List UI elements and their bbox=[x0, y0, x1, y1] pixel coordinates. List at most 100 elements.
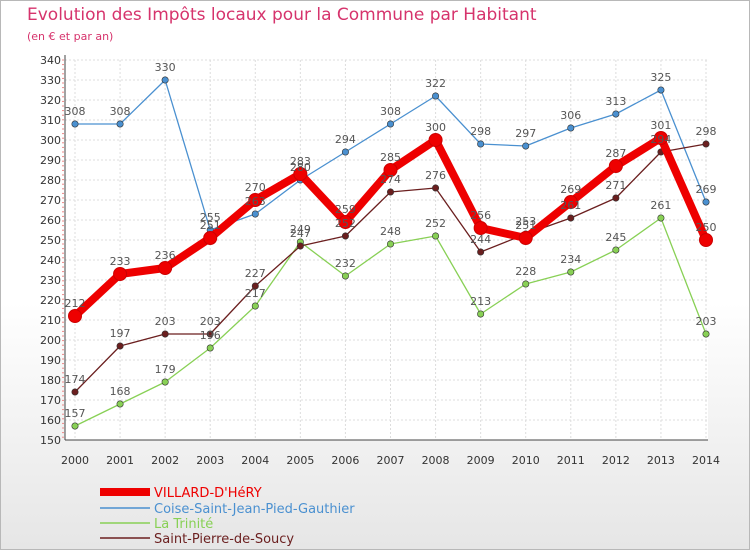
data-label: 236 bbox=[155, 249, 176, 262]
data-label: 259 bbox=[335, 203, 356, 216]
y-tick-label: 270 bbox=[40, 194, 61, 207]
data-point bbox=[518, 231, 533, 245]
data-point bbox=[612, 246, 620, 254]
data-label: 256 bbox=[470, 209, 491, 222]
y-tick-label: 150 bbox=[40, 434, 61, 447]
data-label: 248 bbox=[380, 225, 401, 238]
data-label: 197 bbox=[110, 327, 131, 340]
chart-subtitle: (en € et par an) bbox=[27, 30, 114, 43]
data-point bbox=[386, 120, 394, 128]
data-point bbox=[68, 309, 82, 323]
y-tick-label: 330 bbox=[40, 74, 61, 87]
data-label: 247 bbox=[290, 227, 311, 240]
data-point bbox=[116, 342, 124, 350]
data-point bbox=[567, 214, 575, 222]
data-point bbox=[251, 210, 259, 218]
data-label: 196 bbox=[200, 329, 221, 342]
y-tick-label: 180 bbox=[40, 374, 61, 387]
data-point bbox=[251, 302, 259, 310]
data-label: 157 bbox=[65, 407, 86, 420]
data-label: 179 bbox=[155, 363, 176, 376]
data-label: 298 bbox=[470, 125, 491, 138]
data-point bbox=[71, 388, 79, 396]
data-point bbox=[383, 163, 398, 177]
x-tick-label: 2010 bbox=[512, 454, 540, 467]
data-point bbox=[293, 167, 308, 181]
data-point bbox=[612, 110, 620, 118]
y-tick-label: 320 bbox=[40, 94, 61, 107]
data-label: 325 bbox=[650, 71, 671, 84]
data-point bbox=[432, 92, 440, 100]
data-label: 298 bbox=[696, 125, 717, 138]
data-point bbox=[563, 195, 578, 209]
data-label: 203 bbox=[200, 315, 221, 328]
data-label: 294 bbox=[650, 133, 671, 146]
data-label: 251 bbox=[515, 219, 536, 232]
axes: 1501601701801902002102202302402502602702… bbox=[40, 54, 720, 467]
y-tick-label: 190 bbox=[40, 354, 61, 367]
data-label: 168 bbox=[110, 385, 131, 398]
data-label: 217 bbox=[245, 287, 266, 300]
data-label: 245 bbox=[605, 231, 626, 244]
data-label: 213 bbox=[470, 295, 491, 308]
data-label: 234 bbox=[560, 253, 581, 266]
data-label: 261 bbox=[650, 199, 671, 212]
data-label: 203 bbox=[696, 315, 717, 328]
data-point bbox=[702, 330, 710, 338]
data-point bbox=[206, 344, 214, 352]
data-point bbox=[567, 124, 575, 132]
x-tick-label: 2006 bbox=[331, 454, 359, 467]
data-label: 301 bbox=[650, 119, 671, 132]
y-tick-label: 300 bbox=[40, 134, 61, 147]
data-point bbox=[657, 86, 665, 94]
data-label: 308 bbox=[380, 105, 401, 118]
data-point bbox=[612, 194, 620, 202]
y-tick-label: 250 bbox=[40, 234, 61, 247]
legend: VILLARD-D'HéRYCoise-Saint-Jean-Pied-Gaut… bbox=[100, 486, 355, 547]
data-point bbox=[428, 133, 443, 147]
data-label: 280 bbox=[290, 161, 311, 174]
x-tick-label: 2002 bbox=[151, 454, 179, 467]
data-label: 244 bbox=[470, 233, 491, 246]
data-point bbox=[699, 233, 713, 247]
data-label: 255 bbox=[200, 211, 221, 224]
data-point bbox=[653, 131, 668, 145]
data-point bbox=[116, 400, 124, 408]
data-label: 306 bbox=[560, 109, 581, 122]
data-point bbox=[567, 268, 575, 276]
data-point bbox=[522, 280, 530, 288]
y-tick-label: 220 bbox=[40, 294, 61, 307]
data-point bbox=[296, 242, 304, 250]
data-label: 228 bbox=[515, 265, 536, 278]
data-labels: 212 233 236 251 270 283 259 285 300 256 251 269 287 3… bbox=[65, 61, 717, 420]
data-label: 283 bbox=[290, 155, 311, 168]
data-label: 269 bbox=[696, 183, 717, 196]
data-point bbox=[386, 188, 394, 196]
y-tick-label: 200 bbox=[40, 334, 61, 347]
data-label: 271 bbox=[605, 179, 626, 192]
data-point bbox=[116, 120, 124, 128]
data-point bbox=[657, 214, 665, 222]
y-tick-label: 340 bbox=[40, 54, 61, 67]
data-point bbox=[203, 231, 218, 245]
data-point bbox=[702, 140, 710, 148]
data-label: 300 bbox=[425, 121, 446, 134]
data-point bbox=[477, 310, 485, 318]
x-tick-label: 2000 bbox=[61, 454, 89, 467]
data-point bbox=[113, 267, 128, 281]
data-label: 252 bbox=[425, 217, 446, 230]
data-point bbox=[338, 215, 353, 229]
data-point bbox=[608, 159, 623, 173]
data-point bbox=[161, 330, 169, 338]
data-label: 308 bbox=[65, 105, 86, 118]
data-label: 252 bbox=[335, 217, 356, 230]
data-point bbox=[206, 330, 214, 338]
data-label: 276 bbox=[425, 169, 446, 182]
y-tick-label: 260 bbox=[40, 214, 61, 227]
data-label: 269 bbox=[560, 183, 581, 196]
data-point bbox=[248, 193, 263, 207]
x-tick-label: 2007 bbox=[377, 454, 405, 467]
x-tick-label: 2009 bbox=[467, 454, 495, 467]
x-tick-label: 2008 bbox=[422, 454, 450, 467]
data-point bbox=[251, 282, 259, 290]
